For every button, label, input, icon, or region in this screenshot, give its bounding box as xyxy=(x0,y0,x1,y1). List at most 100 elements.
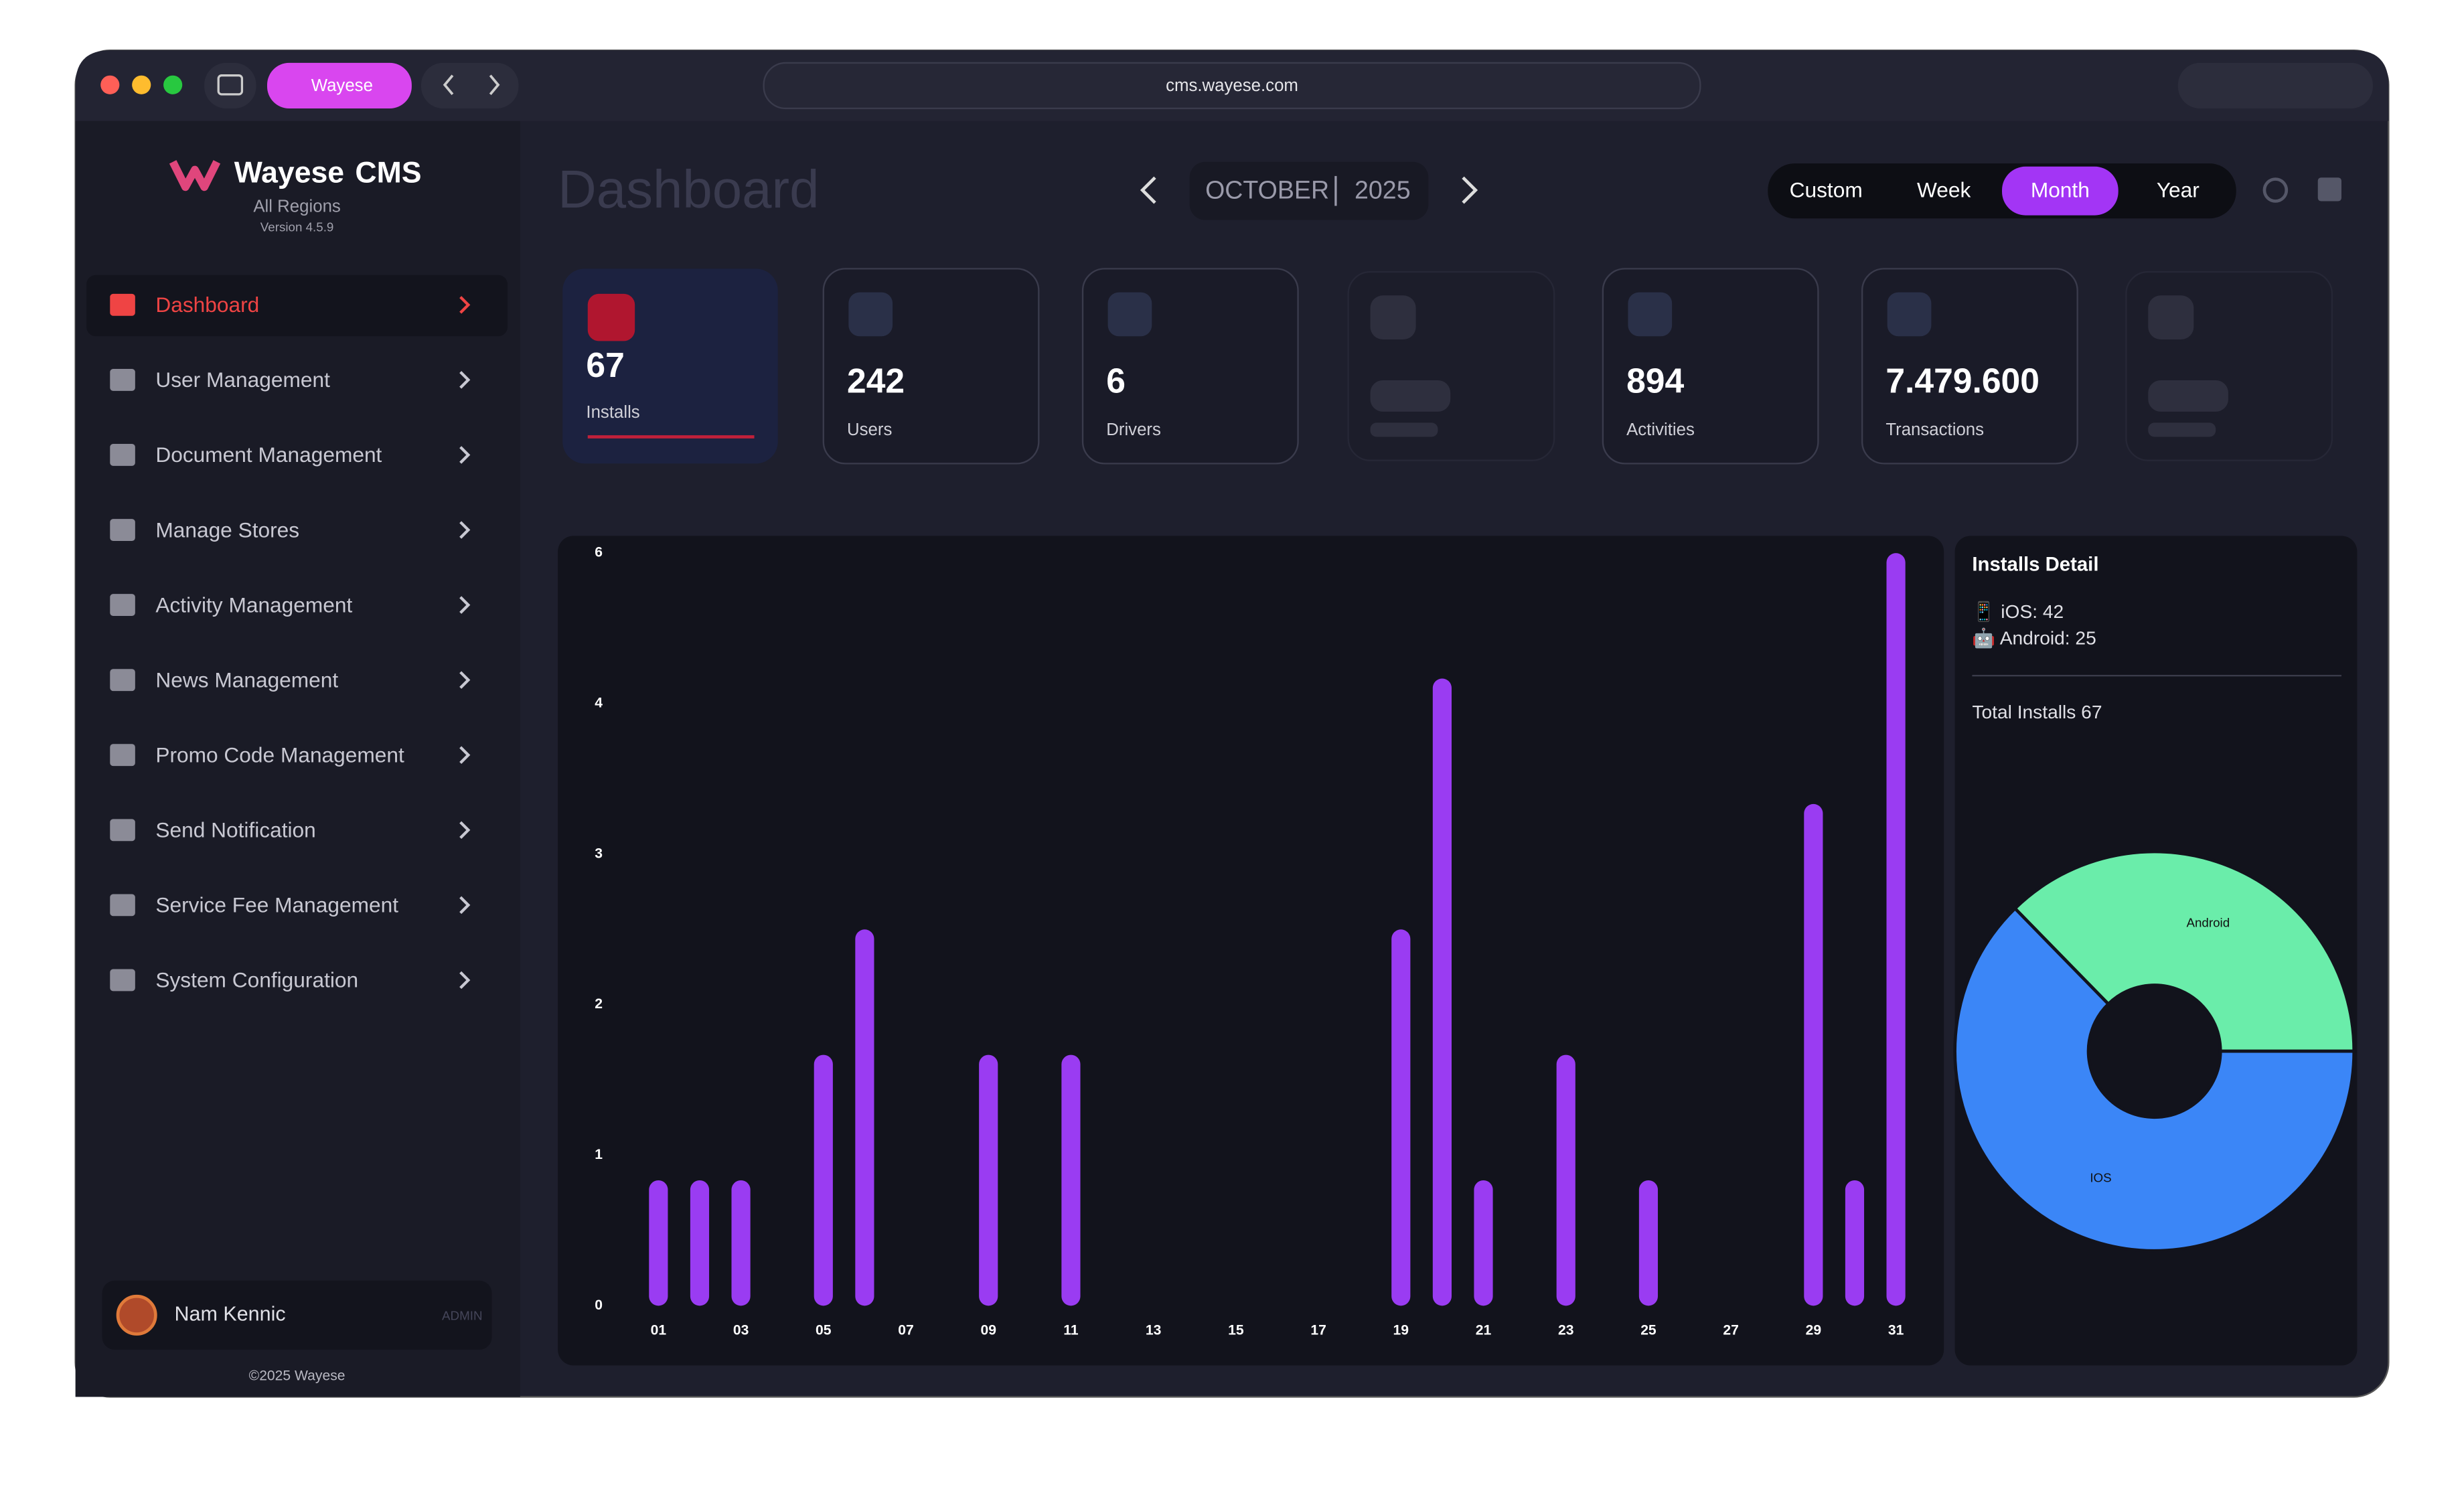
refresh-button[interactable] xyxy=(2262,177,2289,203)
x-tick-label: 25 xyxy=(1640,1322,1657,1338)
y-tick-label: 3 xyxy=(595,846,603,861)
x-tick-label: 21 xyxy=(1476,1322,1492,1338)
menu-icon xyxy=(110,293,135,316)
address-bar[interactable] xyxy=(763,62,1701,110)
x-tick-label: 23 xyxy=(1558,1322,1573,1338)
menu-item[interactable]: Activity Management xyxy=(155,593,352,617)
url: cms.wayese.com xyxy=(1166,76,1298,95)
year: 2025 xyxy=(1355,175,1411,204)
menu-item[interactable]: Manage Stores xyxy=(155,518,299,542)
x-tick-label: 05 xyxy=(816,1322,832,1338)
menu-item[interactable]: User Management xyxy=(155,368,330,392)
minimize-button[interactable] xyxy=(132,75,151,94)
prev-month[interactable] xyxy=(1140,176,1156,204)
menu-item[interactable]: Service Fee Management xyxy=(155,893,398,917)
detail-total: Total Installs 67 xyxy=(1972,702,2102,722)
menu-icon xyxy=(110,594,135,617)
x-tick-label: 27 xyxy=(1723,1322,1738,1338)
brand-suffix: CMS xyxy=(355,156,421,189)
pie-label: Android xyxy=(2186,916,2230,930)
pie-slice xyxy=(2013,850,2356,1053)
user-card[interactable] xyxy=(102,1280,492,1350)
y-tick-label: 2 xyxy=(595,996,603,1012)
menu-item[interactable]: News Management xyxy=(155,667,338,692)
toolbar[interactable] xyxy=(2177,62,2373,108)
chevron xyxy=(459,371,471,389)
menu-icon xyxy=(110,519,135,541)
month-picker[interactable] xyxy=(1189,161,1429,220)
y-tick-label: 4 xyxy=(595,696,603,711)
skeleton xyxy=(1370,422,1438,437)
menu-item[interactable]: Document Management xyxy=(155,443,382,467)
sidebar-toggle[interactable] xyxy=(204,62,256,108)
stat-icon xyxy=(1887,292,1932,337)
chevron xyxy=(459,746,471,764)
menu-item[interactable]: Dashboard xyxy=(155,293,259,317)
menu-item[interactable]: Send Notification xyxy=(155,818,315,842)
period-option[interactable]: Month xyxy=(2031,178,2090,202)
skeleton xyxy=(1370,295,1416,339)
avatar xyxy=(116,1294,157,1336)
period-option[interactable]: Year xyxy=(2157,178,2200,202)
menu-icon xyxy=(110,819,135,842)
bar xyxy=(1391,929,1411,1306)
tab-label: Wayese xyxy=(311,76,373,95)
x-tick-label: 03 xyxy=(733,1322,749,1338)
stat-value: 67 xyxy=(586,345,624,384)
user-name: Nam Kennic xyxy=(175,1302,286,1325)
x-tick-label: 29 xyxy=(1806,1322,1821,1338)
bar xyxy=(731,1180,751,1306)
period-option[interactable]: Week xyxy=(1917,178,1971,202)
bar xyxy=(1638,1180,1659,1306)
period-active[interactable] xyxy=(2002,166,2119,216)
skeleton xyxy=(1370,380,1451,412)
bar xyxy=(1474,1180,1493,1306)
menu-item[interactable]: Promo Code Management xyxy=(155,742,404,767)
chart-button[interactable] xyxy=(2317,177,2341,202)
x-tick-label: 13 xyxy=(1146,1322,1161,1338)
chevron xyxy=(459,296,471,314)
month: OCTOBER xyxy=(1205,175,1329,204)
stat-value: 7.479.600 xyxy=(1885,361,2039,400)
menu-icon xyxy=(110,744,135,767)
x-tick-label: 19 xyxy=(1393,1322,1409,1338)
x-tick-label: 07 xyxy=(898,1322,913,1338)
brand: Wayese xyxy=(234,156,344,189)
bar xyxy=(814,1054,833,1306)
y-tick-label: 6 xyxy=(595,545,603,560)
chevron xyxy=(459,596,471,614)
bar xyxy=(1556,1054,1575,1306)
bar xyxy=(1432,678,1452,1306)
menu-icon xyxy=(110,368,135,391)
zoom-button[interactable] xyxy=(163,75,183,94)
x-tick-label: 11 xyxy=(1063,1322,1079,1338)
next-month[interactable] xyxy=(1462,176,1478,204)
skeleton xyxy=(2148,295,2194,339)
y-tick-label: 0 xyxy=(595,1297,603,1313)
bar xyxy=(649,1180,668,1306)
close-button[interactable] xyxy=(100,75,120,94)
stat-icon xyxy=(1628,292,1673,337)
logo xyxy=(169,160,221,191)
x-tick-label: 15 xyxy=(1228,1322,1244,1338)
bar-chart-panel xyxy=(558,536,1944,1366)
x-tick-label: 01 xyxy=(651,1322,667,1338)
nav-buttons[interactable] xyxy=(420,62,519,108)
tab-group[interactable] xyxy=(266,62,412,108)
x-tick-label: 31 xyxy=(1888,1322,1904,1338)
stat-label: Installs xyxy=(586,403,639,422)
version: Version 4.5.9 xyxy=(260,220,334,234)
pie-slice xyxy=(1953,906,2356,1253)
menu-item[interactable]: System Configuration xyxy=(155,968,358,992)
menu-item-active[interactable] xyxy=(86,274,508,337)
bar xyxy=(690,1180,710,1306)
x-tick-label: 09 xyxy=(980,1322,996,1338)
page-title: Dashboard xyxy=(558,159,819,219)
period-option[interactable]: Custom xyxy=(1790,178,1863,202)
stat-label: Transactions xyxy=(1885,420,1984,439)
detail-line: 📱 iOS: 42 xyxy=(1972,601,2064,623)
user-role: ADMIN xyxy=(442,1309,482,1323)
stat-label: Activities xyxy=(1626,420,1695,439)
